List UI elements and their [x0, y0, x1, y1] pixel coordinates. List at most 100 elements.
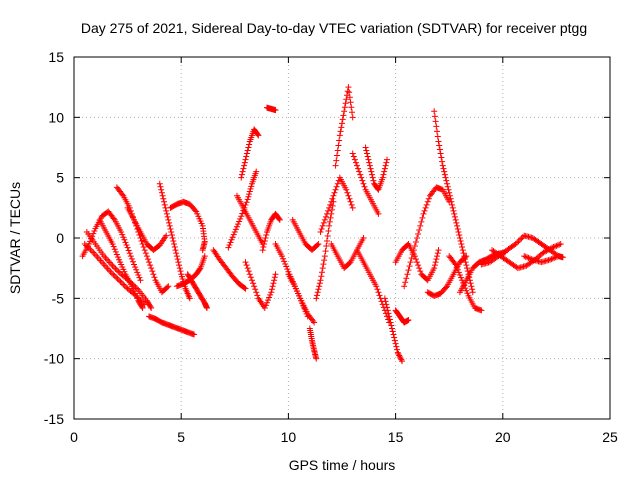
data-point [469, 289, 476, 296]
data-point [374, 185, 381, 192]
data-point [441, 171, 448, 178]
data-point [230, 231, 237, 238]
series-arc-21 [289, 216, 322, 254]
data-point [444, 183, 451, 190]
data-point [321, 216, 328, 223]
data-point [409, 251, 416, 258]
data-point [254, 292, 261, 299]
data-point [441, 168, 448, 175]
data-point [83, 242, 90, 249]
data-point [376, 292, 383, 299]
data-point [323, 238, 330, 245]
data-point [382, 162, 389, 169]
data-point [349, 150, 356, 157]
data-point [113, 251, 120, 258]
data-point [456, 231, 463, 238]
data-point [384, 304, 391, 311]
data-point [419, 214, 426, 221]
data-point [442, 284, 449, 291]
data-point [383, 159, 390, 166]
data-point [436, 142, 443, 149]
data-point [323, 243, 330, 250]
data-point [341, 108, 348, 115]
data-point [131, 261, 138, 268]
data-point [310, 318, 317, 325]
data-point [233, 223, 240, 230]
data-point [416, 226, 423, 233]
series-arc-26 [328, 235, 367, 272]
data-point [384, 156, 391, 163]
data-point [366, 159, 373, 166]
data-point [311, 319, 318, 326]
data-point [120, 234, 127, 241]
data-point [554, 242, 561, 249]
data-point [341, 104, 348, 111]
data-point [380, 171, 387, 178]
data-point [86, 245, 93, 252]
data-point [412, 239, 419, 246]
series-arc-27 [349, 150, 382, 217]
data-point [347, 198, 354, 205]
data-point [435, 138, 442, 145]
data-point [462, 259, 469, 266]
data-point [261, 304, 268, 311]
data-point [447, 195, 454, 202]
data-point [253, 289, 260, 296]
data-point [120, 281, 127, 288]
data-point [316, 283, 323, 290]
data-point [451, 260, 458, 267]
data-point [412, 256, 419, 263]
data-point [175, 259, 182, 266]
data-point [559, 254, 566, 261]
data-point [432, 118, 439, 125]
data-point [454, 225, 461, 232]
data-point [439, 162, 446, 169]
data-point [382, 298, 389, 305]
data-point [140, 244, 147, 251]
data-point [263, 231, 270, 238]
series-arc-12 [210, 247, 249, 292]
data-point [148, 304, 155, 311]
data-point [246, 188, 253, 195]
data-point [346, 94, 353, 101]
data-point [385, 310, 392, 317]
data-point [149, 268, 156, 275]
data-point [232, 226, 239, 233]
data-point [337, 128, 344, 135]
data-point [246, 141, 253, 148]
data-point [386, 313, 393, 320]
data-point [171, 241, 178, 248]
data-point [192, 207, 199, 214]
data-point [451, 213, 458, 220]
data-point [88, 248, 95, 255]
data-point [246, 271, 253, 278]
data-point [248, 183, 255, 190]
data-point [157, 183, 164, 190]
data-point [244, 147, 251, 154]
data-point [261, 238, 268, 245]
data-point [261, 241, 268, 248]
data-point [460, 250, 467, 257]
data-point [422, 204, 429, 211]
data-point [314, 289, 321, 296]
data-point [255, 132, 262, 139]
y-axis-label: SDTVAR / TECUs [7, 182, 23, 294]
data-point [547, 245, 554, 252]
data-point [133, 266, 140, 273]
data-point [317, 277, 324, 284]
data-point [111, 264, 118, 271]
data-point [123, 242, 130, 249]
data-point [370, 177, 377, 184]
data-point [236, 218, 243, 225]
data-point [313, 355, 320, 362]
data-point [518, 235, 525, 242]
data-point [335, 142, 342, 149]
data-point [452, 216, 459, 223]
data-point [449, 201, 456, 208]
data-point [455, 228, 462, 235]
data-point [262, 235, 269, 241]
data-point [123, 284, 130, 291]
data-point [243, 153, 250, 160]
data-point [435, 247, 442, 254]
data-point [238, 213, 245, 220]
